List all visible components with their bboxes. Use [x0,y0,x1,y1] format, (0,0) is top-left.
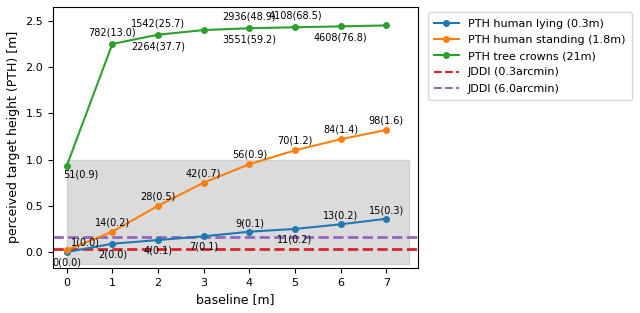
X-axis label: baseline [m]: baseline [m] [196,293,275,306]
Text: 42(0.7): 42(0.7) [186,168,221,178]
Text: 3551(59.2): 3551(59.2) [222,35,276,45]
Text: 13(0.2): 13(0.2) [323,211,358,221]
Text: 14(0.2): 14(0.2) [95,217,130,227]
Text: 56(0.9): 56(0.9) [232,150,267,160]
Text: 2936(48.9): 2936(48.9) [223,12,276,22]
Text: 84(1.4): 84(1.4) [323,125,358,135]
Text: 11(0.2): 11(0.2) [277,234,313,244]
Legend: PTH human lying (0.3m), PTH human standing (1.8m), PTH tree crowns (21m), JDDI (: PTH human lying (0.3m), PTH human standi… [428,13,632,100]
Text: 15(0.3): 15(0.3) [369,205,404,215]
Text: 0(0.0): 0(0.0) [52,258,81,268]
Text: 4608(76.8): 4608(76.8) [314,33,367,43]
Y-axis label: perceived target height (PTH) [m]: perceived target height (PTH) [m] [7,31,20,244]
Text: 70(1.2): 70(1.2) [277,136,313,146]
Text: 782(13.0): 782(13.0) [88,28,136,38]
Text: 28(0.5): 28(0.5) [140,191,176,201]
Text: 4(0.1): 4(0.1) [143,246,173,256]
Text: 9(0.1): 9(0.1) [235,218,264,228]
Text: 4108(68.5): 4108(68.5) [268,11,322,21]
Text: 7(0.1): 7(0.1) [189,242,218,252]
Text: 51(0.9): 51(0.9) [63,170,99,180]
Text: 2(0.0): 2(0.0) [98,249,127,259]
Text: 1(0.0): 1(0.0) [71,238,100,248]
Text: 98(1.6): 98(1.6) [369,115,404,125]
Text: 1542(25.7): 1542(25.7) [131,18,185,28]
Text: 2264(37.7): 2264(37.7) [131,41,185,51]
